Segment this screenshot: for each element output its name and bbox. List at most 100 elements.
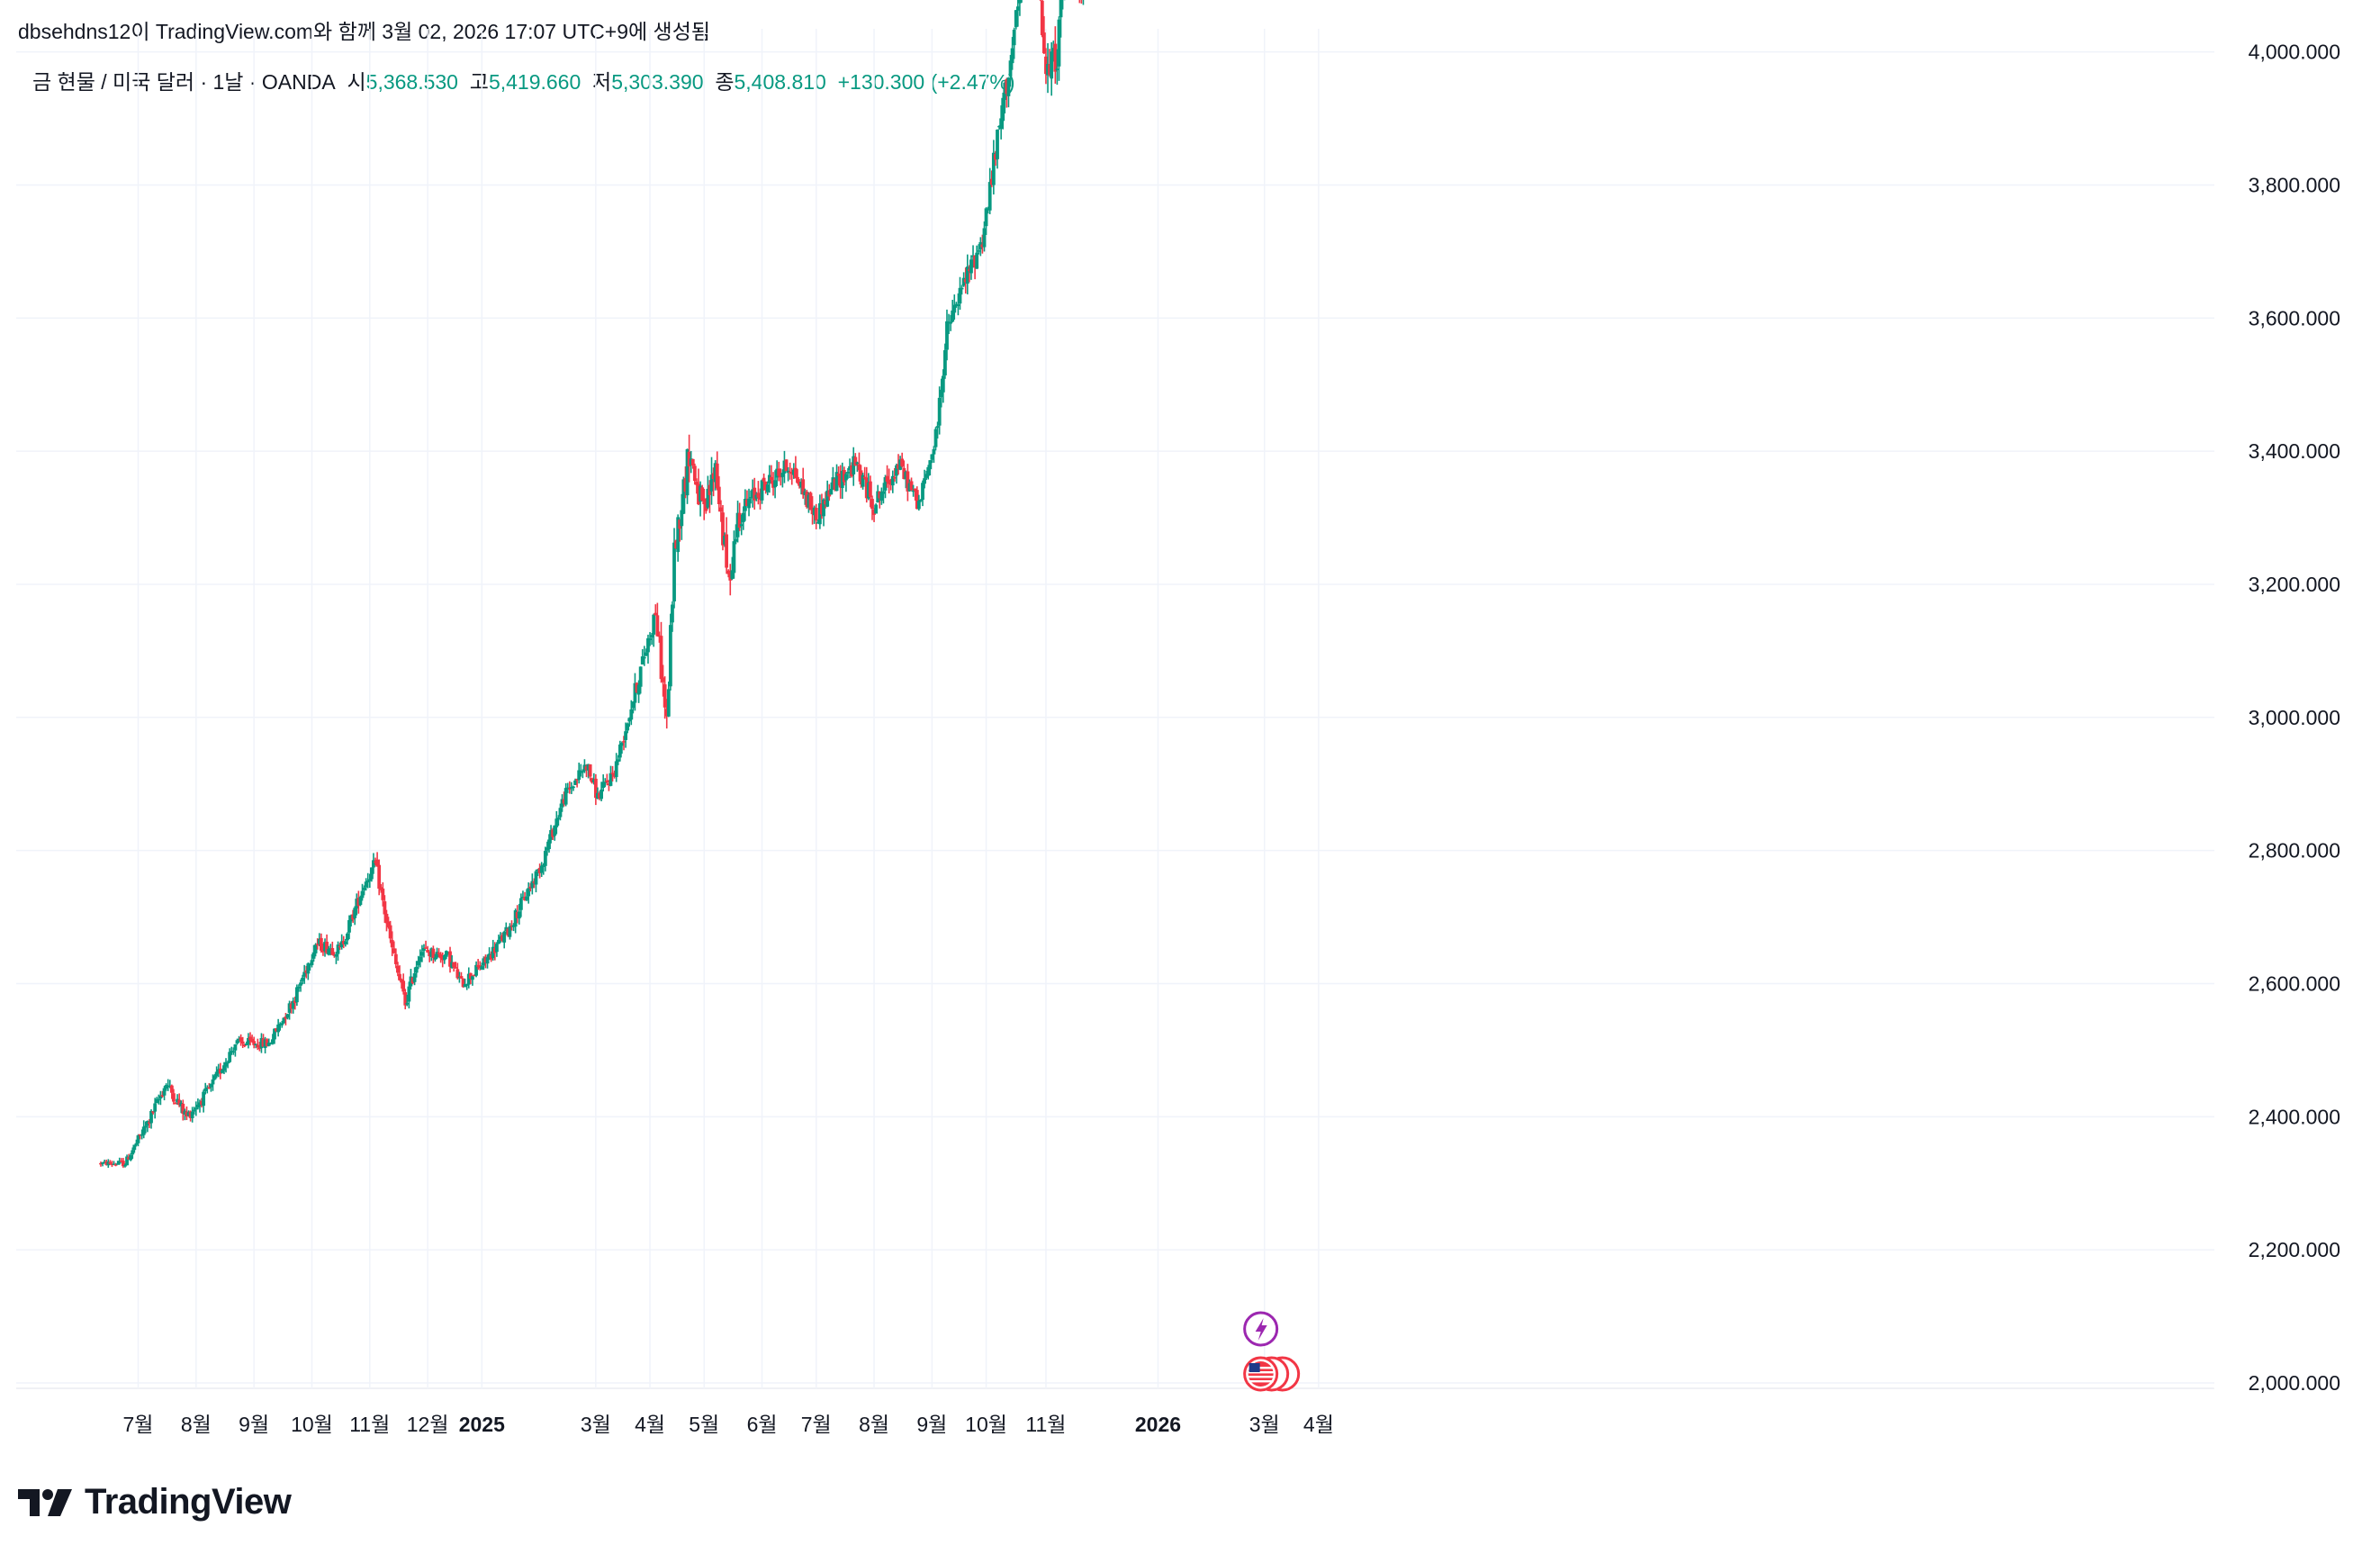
candle-body [702, 498, 707, 504]
candle-body [452, 962, 456, 968]
candle-body [618, 744, 622, 758]
candle-body [739, 524, 744, 527]
candle-body [1059, 0, 1063, 18]
candle-body [446, 952, 450, 953]
candle-body [388, 925, 392, 939]
candle-body [149, 1110, 153, 1124]
candle-body [247, 1038, 250, 1045]
candle-body [848, 465, 852, 471]
candle-body [1050, 51, 1054, 79]
candle-body [160, 1095, 165, 1097]
candle-body [590, 778, 594, 783]
candle-body [654, 612, 658, 616]
candle-body [610, 772, 615, 774]
candle-body [209, 1083, 213, 1088]
candle-body [250, 1038, 254, 1043]
candle-body [140, 1134, 144, 1136]
open-label: 시 [347, 70, 366, 94]
candle-body [700, 487, 705, 501]
candle-body [582, 764, 587, 772]
candle-body [1040, 0, 1044, 36]
candle-body [888, 481, 893, 485]
candle-body [287, 1003, 292, 1013]
candle-body [965, 267, 969, 285]
candle-body [723, 535, 726, 545]
candle-body [584, 766, 589, 771]
candle-body [271, 1039, 275, 1044]
price-axis[interactable]: 2,000.000 2,200.000 2,400.000 2,600.000 2,80… [2249, 0, 2340, 1395]
candle-body [689, 458, 693, 465]
candle-body [668, 625, 672, 687]
candle-body [614, 761, 618, 778]
candle-body [631, 701, 636, 709]
candle-body [633, 682, 637, 703]
candle-body [106, 1161, 111, 1166]
candle-body [536, 869, 540, 872]
candle-body [939, 389, 943, 398]
candle-body [317, 938, 321, 944]
candle-body [500, 935, 505, 942]
candle-body [306, 963, 311, 974]
candle-body [167, 1085, 172, 1088]
candle-body [474, 964, 478, 976]
symbol-description: 금 현물 / 미국 달러 · 1날 · OANDA [32, 70, 336, 94]
time-axis[interactable]: 7월 8월 9월 10월 11월 12월 2025 3월 4월 5월 6월 7월 8월 9월 10월 11월 2… [123, 1413, 1334, 1436]
candle-body [692, 465, 697, 482]
candle-body [244, 1044, 248, 1045]
candle-body [273, 1028, 276, 1040]
candle-body [401, 980, 406, 992]
candle-body [834, 472, 839, 492]
chart-caption: dbsehdns12이 TradingView.com와 함께 3월 02, 2… [18, 20, 711, 43]
event-markers[interactable] [1243, 1311, 1301, 1392]
candle-body [930, 454, 934, 460]
candle-body [101, 1162, 104, 1164]
candle-body [356, 898, 361, 907]
candle-body [319, 937, 323, 951]
candle-body [741, 512, 745, 522]
close-label: 종 [715, 70, 735, 94]
candle-body [807, 494, 811, 508]
candle-body [572, 786, 575, 789]
candle-body [749, 497, 753, 499]
candle-body [123, 1165, 127, 1167]
candle-body [960, 287, 964, 290]
time-tick-label: 2026 [1135, 1413, 1181, 1436]
candle-body [125, 1156, 129, 1166]
candle-body [108, 1161, 113, 1164]
candle-body [539, 865, 544, 873]
candle-body [890, 475, 895, 486]
price-chart[interactable]: 2,000.000 2,200.000 2,400.000 2,600.000 2,80… [0, 0, 2380, 1482]
candle-body [982, 228, 987, 248]
candle-body [949, 321, 953, 324]
candle-body [414, 966, 419, 973]
candle-body [431, 948, 436, 959]
candle-body [521, 897, 525, 899]
candle-body [570, 787, 573, 789]
candle-body [562, 799, 566, 804]
candle-body [332, 954, 337, 956]
candle-body [997, 125, 1001, 128]
candle-body [810, 508, 815, 515]
candle-body [379, 887, 383, 890]
candle-body [916, 501, 921, 510]
candle-body [330, 948, 335, 955]
price-tick-label: 2,200.000 [2249, 1238, 2340, 1261]
candle-body [782, 460, 787, 474]
open-value: 5,368.530 [365, 70, 458, 94]
candle-body [945, 321, 949, 350]
tradingview-brand[interactable]: TradingView [18, 1482, 292, 1522]
candle-body [640, 656, 645, 665]
time-tick-label: 11월 [1025, 1413, 1066, 1436]
candle-body [99, 1162, 103, 1165]
candle-body [466, 973, 471, 985]
candle-body [360, 890, 365, 899]
candle-body [575, 779, 580, 781]
candle-body [384, 913, 389, 924]
candle-body [212, 1075, 217, 1080]
candle-body [801, 479, 806, 495]
candle-body [784, 459, 789, 472]
candles [99, 0, 1085, 1169]
candle-body [773, 480, 777, 488]
candle-body [853, 456, 858, 466]
candle-body [323, 942, 327, 952]
